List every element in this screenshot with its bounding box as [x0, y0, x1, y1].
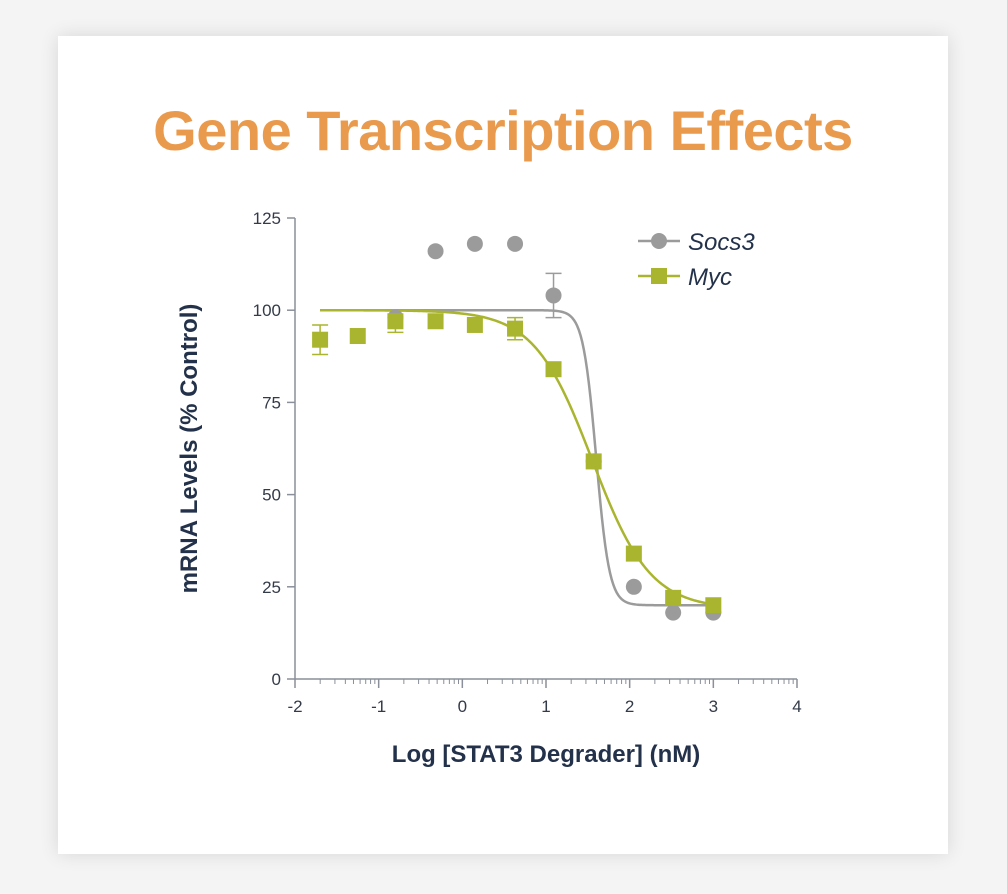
myc-point: [546, 361, 562, 377]
x-tick-label: -2: [287, 697, 302, 716]
myc-point: [350, 328, 366, 344]
y-tick-label: 50: [262, 486, 281, 505]
myc-point: [467, 317, 483, 333]
myc-point: [507, 321, 523, 337]
socs3-point: [428, 243, 444, 259]
socs3-point: [546, 287, 562, 303]
myc-fit-curve: [320, 310, 713, 604]
y-tick-label: 25: [262, 578, 281, 597]
x-tick-label: 3: [709, 697, 718, 716]
socs3-point: [626, 579, 642, 595]
socs3-point: [467, 236, 483, 252]
socs3-fit-curve: [320, 310, 713, 605]
myc-point: [665, 590, 681, 606]
myc-point: [312, 332, 328, 348]
x-tick-label: 2: [625, 697, 634, 716]
myc-point: [705, 597, 721, 613]
myc-legend-label: Myc: [688, 264, 732, 291]
myc-point: [387, 313, 403, 329]
myc-point: [428, 313, 444, 329]
socs3-legend-marker: [651, 233, 667, 249]
myc-point: [586, 453, 602, 469]
x-axis-label: Log [STAT3 Degrader] (nM): [392, 741, 700, 768]
myc-legend-marker: [651, 268, 667, 284]
myc-point: [626, 546, 642, 562]
y-tick-label: 75: [262, 393, 281, 412]
x-tick-label: 1: [541, 697, 550, 716]
y-tick-label: 125: [253, 209, 281, 228]
y-axis-label: mRNA Levels (% Control): [176, 304, 203, 594]
socs3-point: [665, 605, 681, 621]
x-tick-label: -1: [371, 697, 386, 716]
socs3-legend-label: Socs3: [688, 229, 755, 256]
socs3-point: [507, 236, 523, 252]
x-tick-label: 0: [458, 697, 467, 716]
y-tick-label: 100: [253, 301, 281, 320]
y-tick-label: 0: [272, 670, 281, 689]
x-tick-label: 4: [792, 697, 801, 716]
